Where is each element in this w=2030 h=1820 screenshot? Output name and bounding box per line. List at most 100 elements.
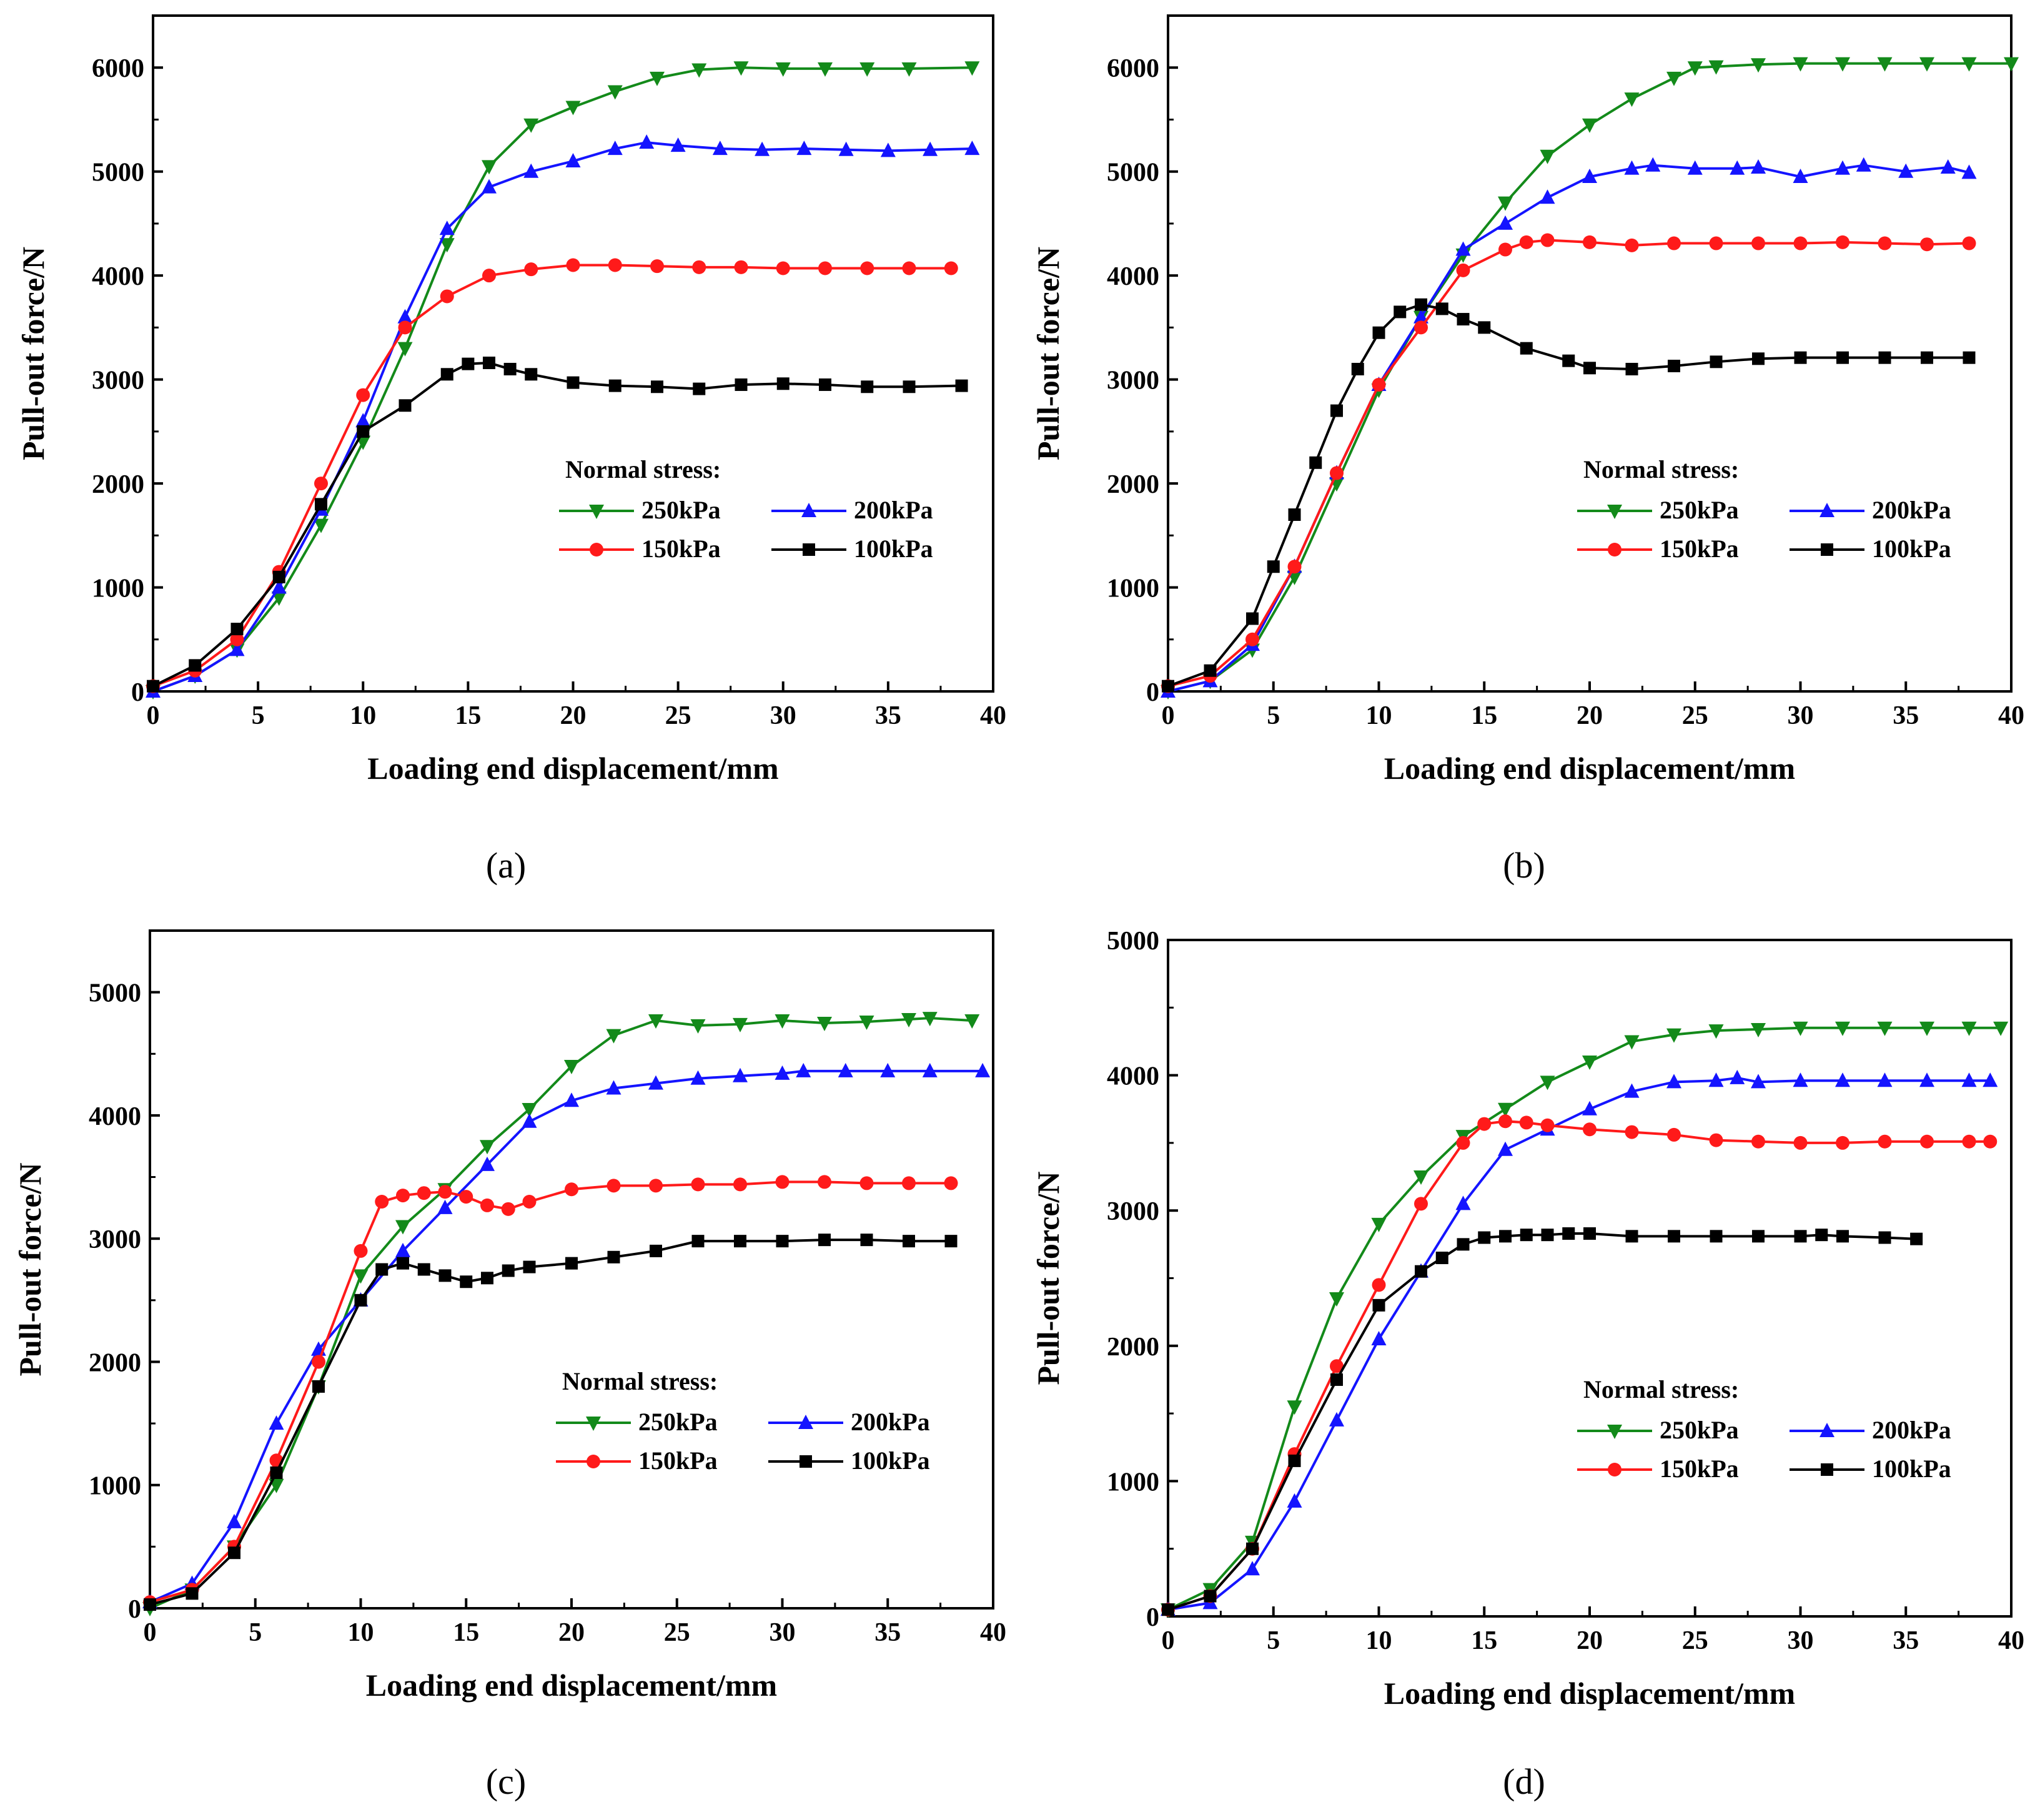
y-tick-label: 1000 (92, 575, 144, 603)
data-point (398, 320, 412, 335)
y-tick-label: 5000 (92, 159, 144, 187)
data-point (1667, 1127, 1681, 1142)
x-tick-label: 35 (1893, 1626, 1919, 1655)
data-point (417, 1263, 430, 1276)
data-point (880, 142, 896, 157)
data-point (1330, 1359, 1344, 1373)
data-point (1710, 355, 1723, 368)
legend-marker (1820, 1423, 1834, 1437)
x-tick-label: 30 (1788, 701, 1814, 730)
y-tick-label: 5000 (1107, 159, 1159, 187)
x-tick-label: 40 (980, 1618, 1006, 1647)
data-point (1456, 1135, 1470, 1150)
data-point (691, 1235, 705, 1248)
data-point (1519, 1115, 1533, 1130)
series-line-150kPa (152, 264, 951, 688)
data-point (639, 134, 655, 149)
x-tick-label: 15 (1471, 701, 1497, 730)
data-point (608, 379, 621, 392)
data-point (1371, 1330, 1387, 1345)
data-point (439, 220, 455, 235)
data-point (1583, 235, 1597, 249)
legend-entry-150kPa: 150kPa (556, 1447, 718, 1475)
data-point (395, 1242, 410, 1257)
data-point (417, 1186, 431, 1200)
y-tick-label: 2000 (1107, 1333, 1159, 1362)
data-point (691, 1177, 705, 1192)
x-tick-label: 5 (252, 701, 265, 730)
x-tick-label: 25 (1682, 1626, 1708, 1655)
y-tick-label: 1000 (89, 1472, 141, 1501)
y-tick-label: 6000 (1107, 54, 1159, 83)
data-point (439, 238, 455, 253)
legend-label: 100kPa (1872, 1455, 1951, 1483)
data-point (1246, 612, 1259, 625)
data-point (269, 1415, 284, 1430)
x-tick-label: 40 (1998, 701, 2024, 730)
legend-entry-200kPa: 200kPa (771, 496, 933, 524)
data-point (859, 1015, 874, 1030)
data-point (1498, 196, 1513, 211)
x-tick-label: 30 (1788, 1626, 1814, 1655)
legend-marker (798, 1415, 813, 1429)
data-point (650, 71, 665, 86)
series-200kPa (142, 1062, 991, 1609)
data-point (1666, 1028, 1681, 1043)
x-tick-label: 0 (1162, 701, 1175, 730)
y-tick-label: 2000 (92, 470, 144, 499)
legend: Normal stress: 250kPa 200kPa 150kPa 100kPa (556, 1367, 930, 1475)
data-point (902, 261, 916, 275)
data-point (648, 1014, 663, 1029)
data-point (314, 477, 328, 491)
data-point (1708, 1024, 1724, 1039)
data-point (1519, 235, 1533, 249)
data-point (1455, 241, 1471, 256)
data-point (438, 1185, 452, 1199)
series-100kPa (147, 356, 968, 693)
data-point (229, 641, 245, 656)
data-point (901, 1013, 916, 1028)
data-point (397, 1257, 409, 1270)
data-point (523, 1260, 536, 1274)
data-point (1877, 1072, 1893, 1087)
data-point (1919, 57, 1934, 72)
legend-entry-100kPa: 100kPa (1790, 1455, 1951, 1483)
series-250kPa (1161, 57, 2019, 700)
data-point (483, 356, 495, 369)
data-point (1372, 1278, 1386, 1292)
y-tick-label: 2000 (89, 1348, 141, 1377)
data-point (818, 261, 832, 275)
panel-c: 0 5 10 15 20 25 30 35 40 0 1000 2000 3000 4000 5000 Loa… (12, 929, 1006, 1802)
data-point (838, 1062, 853, 1077)
data-point (1245, 1561, 1260, 1576)
data-point (1751, 1022, 1766, 1037)
data-point (1963, 351, 1976, 364)
legend-marker (1607, 505, 1622, 519)
data-point (1983, 1134, 1998, 1149)
legend-marker (586, 1417, 601, 1431)
legend-entry-100kPa: 100kPa (771, 535, 933, 563)
x-tick-label: 20 (1577, 701, 1603, 730)
data-point (923, 141, 938, 156)
data-point (523, 163, 539, 178)
data-point (1961, 57, 1977, 72)
data-point (1878, 236, 1892, 250)
legend-label: 100kPa (851, 1447, 930, 1475)
series-line-200kPa (152, 141, 973, 693)
data-point (975, 1062, 991, 1077)
x-axis-label: Loading end displacement/mm (1384, 1676, 1795, 1711)
data-point (1582, 169, 1597, 184)
data-point (796, 141, 812, 156)
data-point (1583, 1227, 1596, 1240)
data-point (1329, 1292, 1344, 1307)
series-line-150kPa (1167, 239, 1969, 688)
data-point (944, 1176, 958, 1190)
legend: Normal stress: 250kPa 200kPa 150kPa 100kPa (1577, 1375, 1951, 1483)
legend-label: 100kPa (854, 535, 933, 563)
data-point (1961, 164, 1977, 179)
data-point (607, 1250, 620, 1264)
data-point (838, 141, 854, 156)
data-point (1667, 236, 1681, 250)
legend-title: Normal stress: (562, 1367, 718, 1395)
x-tick-label: 10 (348, 1618, 374, 1647)
